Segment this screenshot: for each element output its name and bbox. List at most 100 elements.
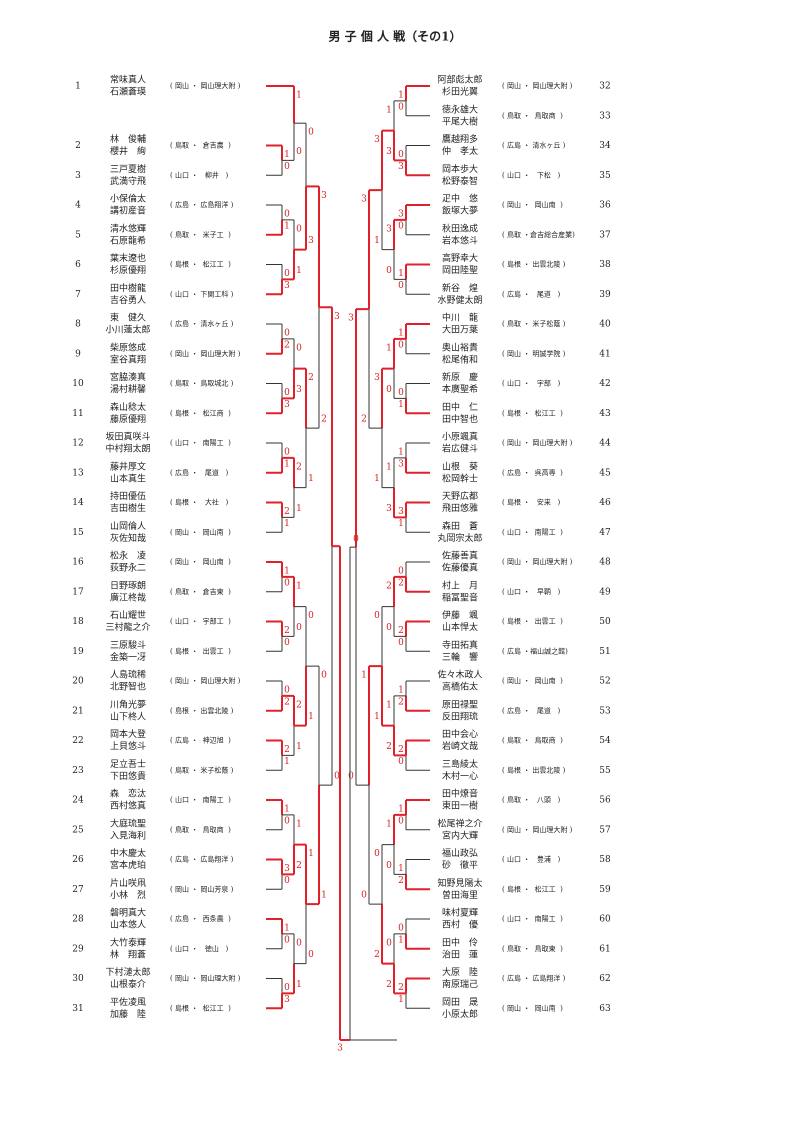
player-name: 大庭琉聖: [110, 817, 146, 829]
entry-number: 28: [72, 915, 84, 925]
score: 1: [296, 742, 302, 752]
player-name: 本廣聖希: [442, 383, 478, 395]
player-name: 松野泰智: [442, 175, 478, 187]
player-name: 森山稔太: [110, 401, 146, 413]
player-name: 田中 仁: [442, 401, 478, 413]
score: 1: [398, 269, 404, 279]
entry-number: 32: [599, 82, 610, 92]
score: 0: [284, 388, 290, 398]
player-name: 石原龍希: [110, 234, 146, 246]
score: 2: [386, 980, 392, 990]
entry-number: 12: [72, 439, 83, 449]
score: 2: [398, 745, 404, 755]
affiliation: ( 山口 ・ 豊浦 ): [502, 855, 561, 864]
affiliation: ( 山口 ・ 宇部工 ): [170, 617, 231, 626]
score: 0: [398, 638, 404, 648]
player-name: 加藤 陸: [110, 1008, 146, 1020]
player-name: 三輪 響: [442, 651, 478, 663]
player-name: 中川 龍: [442, 312, 478, 324]
score: 2: [284, 340, 290, 350]
player-name: 持田優伍: [110, 490, 146, 502]
score: 0: [348, 772, 354, 782]
player-name: 高橋佑太: [442, 681, 478, 693]
affiliation: ( 島根 ・ 出雲北陵 ): [170, 706, 234, 715]
affiliation: ( 山口 ・ 下松 ): [502, 170, 561, 179]
entry-number: 43: [599, 409, 611, 419]
score: 0: [374, 611, 380, 621]
score: 2: [374, 950, 380, 960]
entry-number: 6: [75, 260, 81, 270]
player-name: 田中燎音: [442, 788, 478, 800]
player-name: 仲 孝太: [442, 145, 478, 157]
score: 0: [398, 924, 404, 934]
player-name: 藤井厚文: [110, 460, 146, 472]
player-name: 田中智也: [442, 413, 478, 425]
score: 3: [284, 864, 290, 874]
entry-number: 31: [72, 1004, 83, 1014]
score: 0: [284, 686, 290, 696]
title: 男 子 個 人 戦（その1）: [328, 29, 461, 44]
affiliation: ( 岡山 ・ 岡山理大附 ): [502, 438, 573, 447]
score: 0: [284, 162, 290, 172]
score: 0: [386, 623, 392, 633]
entry-number: 25: [72, 825, 84, 835]
player-name: 寺田拓真: [442, 639, 478, 651]
entry-number: 45: [599, 468, 611, 478]
entry-number: 62: [599, 974, 610, 984]
entry-number: 52: [599, 677, 610, 687]
entry-number: 27: [72, 885, 84, 895]
entry-number: 60: [599, 915, 611, 925]
score: 0: [296, 147, 302, 157]
score: 0: [386, 938, 392, 948]
entry-number: 33: [599, 111, 611, 121]
player-name: 西村悠真: [110, 800, 146, 812]
player-name: 平尾大樹: [442, 115, 478, 127]
entry-number: 29: [72, 944, 84, 954]
player-name: 阿部彪太郎: [437, 74, 482, 86]
player-name: 常味真人: [110, 74, 146, 86]
player-name: 入見海利: [110, 829, 146, 841]
player-name: 天野広都: [442, 490, 478, 502]
affiliation: ( 岡山 ・ 岡山理大附 ): [502, 557, 573, 566]
entry-number: 39: [599, 290, 611, 300]
entry-number: 23: [72, 766, 84, 776]
affiliation: ( 山口 ・ 南陽工 ): [170, 438, 231, 447]
player-name: 上貝悠斗: [110, 740, 146, 752]
player-name: 疋中 悠: [442, 193, 478, 205]
score: 2: [398, 697, 404, 707]
player-name: 山根泰介: [110, 978, 146, 990]
score: 1: [398, 686, 404, 696]
score: 0: [296, 224, 302, 234]
player-name: 佐々木政人: [437, 669, 482, 681]
entry-number: 47: [599, 528, 611, 538]
player-name: 宮脇湊真: [110, 371, 146, 383]
player-name: 荻野永二: [110, 562, 146, 574]
affiliation: ( 広島 ・ 神辺旭 ): [170, 736, 231, 745]
entry-number: 34: [599, 141, 611, 151]
affiliation: ( 山口 ・ 南陽工 ): [170, 795, 231, 804]
player-name: 反田翔琉: [442, 710, 478, 722]
player-name: 山根 葵: [442, 460, 478, 472]
score: 1: [308, 712, 314, 722]
entry-number: 53: [599, 706, 611, 716]
player-name: 新原 慶: [442, 371, 478, 383]
score: 0: [284, 448, 290, 458]
affiliation: ( 鳥取 ・ 米子松蔭 ): [170, 765, 234, 774]
affiliation: ( 広島 ・ 広島翔洋 ): [170, 200, 234, 209]
score: 1: [308, 849, 314, 859]
entry-number: 38: [599, 260, 611, 270]
score: 2: [284, 697, 290, 707]
player-name: 小原太郎: [442, 1008, 478, 1020]
score: 2: [398, 626, 404, 636]
score: 0: [284, 876, 290, 886]
score: 3: [284, 995, 290, 1005]
entry-number: 63: [599, 1004, 611, 1014]
score: 2: [296, 861, 302, 871]
player-name: 清水悠輝: [110, 222, 146, 234]
entry-number: 35: [599, 171, 611, 181]
entry-number: 3: [75, 171, 81, 181]
player-name: 鷹越翔多: [442, 133, 478, 145]
player-name: 森田 蒼: [442, 520, 478, 532]
score: 2: [398, 578, 404, 588]
entry-number: 48: [599, 558, 611, 568]
